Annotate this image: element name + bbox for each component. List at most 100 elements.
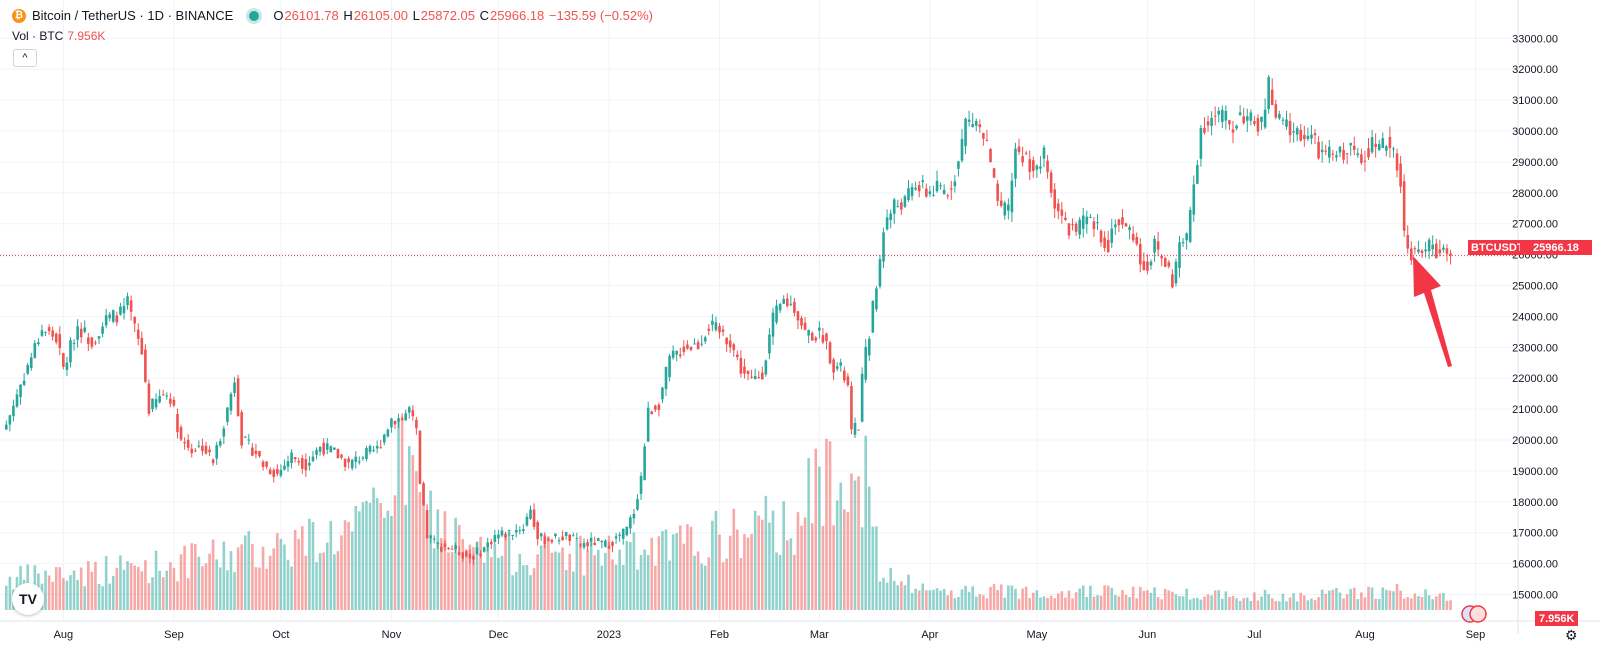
candle-body <box>293 457 297 460</box>
volume-label: Vol · BTC <box>12 29 64 43</box>
candle-body <box>108 314 112 319</box>
candle-body <box>404 413 407 421</box>
volume-bar <box>728 535 732 610</box>
candle-body <box>54 333 58 343</box>
candle-body <box>83 327 87 332</box>
volume-bar <box>807 458 810 610</box>
volume-bar <box>942 588 946 610</box>
candle-body <box>1431 244 1434 250</box>
volume-bar <box>261 546 265 610</box>
volume-bar <box>575 540 579 610</box>
volume-bar <box>465 549 468 610</box>
volume-bar <box>315 562 318 610</box>
candle-body <box>97 336 101 339</box>
volume-bar <box>69 575 72 610</box>
volume-bar <box>197 556 201 610</box>
time-tick-label: Jun <box>1139 629 1157 641</box>
collapse-legend-button[interactable]: ^ <box>13 49 37 67</box>
candle-body <box>1135 236 1139 245</box>
candle-body <box>953 181 957 187</box>
candle-body <box>714 322 718 330</box>
candle-body <box>996 183 999 201</box>
volume-bar <box>1231 595 1235 610</box>
candle-body <box>1402 181 1406 231</box>
volume-bar <box>1317 597 1320 610</box>
candle-body <box>1121 217 1124 225</box>
volume-bar <box>1278 601 1281 610</box>
candle-body <box>514 529 518 533</box>
volume-bar <box>443 511 447 610</box>
candle-body <box>932 194 935 196</box>
volume-bar <box>1274 601 1278 610</box>
volume-bar <box>957 596 960 610</box>
volume-bar <box>233 572 236 610</box>
candle-body <box>276 468 279 474</box>
candle-body <box>468 553 472 559</box>
candle-body <box>985 139 989 141</box>
volume-bar <box>835 500 839 610</box>
candle-body <box>621 528 625 539</box>
volume-bar <box>1163 588 1167 610</box>
candle-body <box>229 393 233 411</box>
candle-body <box>1028 159 1032 172</box>
volume-bar <box>1078 588 1081 610</box>
price-tick-label: 20000.00 <box>1512 435 1558 447</box>
volume-bar <box>582 575 586 610</box>
volume-bar <box>536 554 539 610</box>
volume-bar <box>778 554 782 610</box>
candle-body <box>711 320 714 325</box>
volume-bar <box>618 549 621 610</box>
candle-body <box>768 334 771 354</box>
volume-bar <box>382 517 386 610</box>
volume-bar <box>104 556 108 610</box>
volume-bar <box>1056 593 1060 610</box>
volume-bar <box>1099 595 1103 610</box>
volume-bar <box>678 525 682 610</box>
volume-bar <box>1377 598 1381 610</box>
volume-bar <box>76 579 79 610</box>
candle-body <box>415 419 418 429</box>
candle-body <box>151 398 154 410</box>
candle-body <box>1299 129 1303 141</box>
volume-bar <box>654 565 657 610</box>
volume-bar <box>489 557 493 610</box>
candle-body <box>1410 248 1413 261</box>
candle-body <box>629 517 632 529</box>
volume-bar <box>226 570 229 610</box>
volume-bar <box>1295 601 1299 610</box>
candle-body <box>1242 116 1246 124</box>
candle-body <box>311 456 315 461</box>
candle-body <box>104 315 108 326</box>
candle-body <box>393 420 397 425</box>
candle-body <box>1420 250 1424 254</box>
volume-bar <box>1267 594 1270 610</box>
candle-body <box>550 539 554 543</box>
volume-bar <box>821 525 825 610</box>
symbol-title[interactable]: Bitcoin / TetherUS · 1D · BINANCE <box>32 8 234 23</box>
volume-bar <box>771 510 775 610</box>
candle-body <box>1156 241 1160 250</box>
candle-body <box>989 149 992 163</box>
candle-body <box>1024 152 1028 154</box>
candle-body <box>760 372 764 380</box>
volume-bar <box>1121 590 1124 610</box>
volume-bar <box>1224 591 1228 610</box>
volume-bar <box>1032 592 1035 610</box>
volume-bar <box>447 552 450 610</box>
volume-bar <box>1320 589 1324 610</box>
tradingview-logo-icon[interactable]: TV <box>12 583 44 615</box>
volume-bar <box>1374 598 1377 610</box>
candle-body <box>500 530 504 536</box>
gear-icon[interactable]: ⚙ <box>1565 627 1578 643</box>
time-tick-label: Apr <box>921 629 938 641</box>
candle-body <box>707 328 711 331</box>
candle-body <box>297 461 301 463</box>
candle-body <box>796 311 800 321</box>
volume-bar <box>258 567 261 610</box>
volume-bar <box>1392 591 1395 610</box>
price-tick-label: 31000.00 <box>1512 95 1558 107</box>
candle-body <box>1352 145 1356 150</box>
volume-bar <box>472 547 475 610</box>
candle-body <box>1231 129 1235 133</box>
